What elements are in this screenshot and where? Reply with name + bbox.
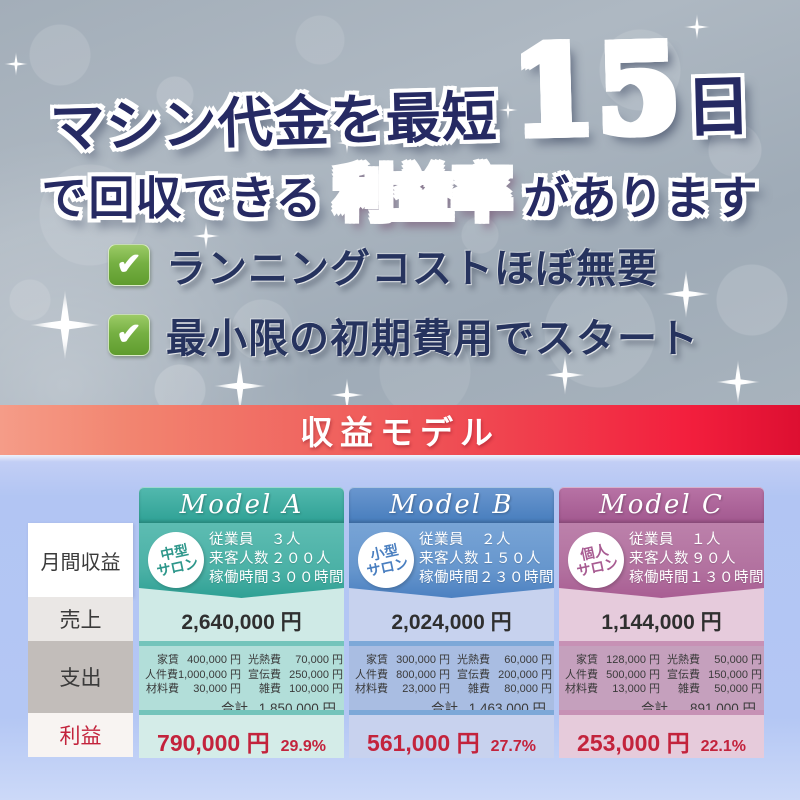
row-divider	[139, 641, 344, 646]
stat-staff: 従業員 ３人	[209, 532, 301, 548]
model-b-column: Model B 小型 サロン 従業員 ２人 来客人数 １５０人 稼働時間 ２３０時間 …	[349, 487, 554, 758]
expense-line: 家賃 300,000 円	[366, 654, 450, 666]
model-c-column: Model C 個人 サロン 従業員 １人 来客人数 ９０人 稼働時間 １３０時間 1…	[559, 487, 764, 758]
salon-type-badge: 個人 サロン	[562, 526, 630, 594]
model-name: Model C	[599, 490, 724, 520]
profit-rate: 22.1%	[700, 738, 746, 755]
headline-line2: で回収できる 利益率 があります	[0, 146, 800, 231]
expense-line: 人件費 1,000,000 円	[145, 668, 241, 681]
stat-visitors: 来客人数 １５０人	[419, 551, 541, 567]
profit-cell: 253,000 円 22.1%	[559, 715, 764, 758]
salon-type-badge: 小型 サロン	[352, 526, 420, 594]
model-name: Model A	[179, 490, 304, 520]
monthly-income-cell: 小型 サロン 従業員 ２人 来客人数 １５０人 稼働時間 ２３０時間	[349, 523, 554, 600]
sales-cell: 1,144,000 円	[559, 600, 764, 641]
expense-line: 光熱費 50,000 円	[667, 654, 762, 666]
check-glyph: ✔	[116, 248, 142, 281]
model-a-header: Model A	[139, 487, 344, 523]
sparkle-icon	[30, 290, 100, 360]
stat-hours: 稼働時間 ２３０時間	[419, 570, 554, 586]
row-divider	[559, 710, 764, 715]
expense-line: 家賃 128,000 円	[576, 654, 660, 666]
row-label-sales: 売上	[28, 597, 133, 641]
expense-grid: 家賃 400,000 円 人件費 1,000,000 円 材料費 30,000 円 光…	[145, 651, 343, 695]
expense-line: 材料費 13,000 円	[565, 683, 660, 695]
profit-amount: 253,000 円	[577, 730, 690, 756]
row-label-monthly-income: 月間収益	[28, 523, 133, 597]
stat-visitors: 来客人数 ２００人	[209, 551, 331, 567]
row-divider	[349, 710, 554, 715]
salon-type-badge: 中型 サロン	[142, 526, 210, 594]
revenue-table: 月間収益 売上 支出 利益 Model A 中型 サロン 従業員 ３人 来	[28, 487, 768, 758]
stat-staff: 従業員 １人	[629, 532, 721, 548]
expense-line: 家賃 400,000 円	[157, 654, 241, 666]
wave-divider	[349, 588, 554, 600]
sales-cell: 2,024,000 円	[349, 600, 554, 641]
stat-hours: 稼働時間 ３００時間	[209, 570, 344, 586]
model-name: Model B	[389, 490, 514, 520]
wave-divider	[559, 588, 764, 600]
banner-title: 収益モデル	[300, 413, 500, 452]
stat-hours: 稼働時間 １３０時間	[629, 570, 764, 586]
stat-staff: 従業員 ２人	[419, 532, 511, 548]
sparkle-icon	[716, 360, 760, 404]
profit-cell: 790,000 円 29.9%	[139, 715, 344, 758]
headline-big-number: 15	[509, 15, 683, 165]
monthly-income-cell: 個人 サロン 従業員 １人 来客人数 ９０人 稼働時間 １３０時間	[559, 523, 764, 600]
stat-visitors: 来客人数 ９０人	[629, 551, 736, 567]
expenses-cell: 家賃 400,000 円 人件費 1,000,000 円 材料費 30,000 円 光…	[139, 646, 344, 716]
expenses-cell: 家賃 128,000 円 人件費 500,000 円 材料費 13,000 円 光熱費…	[559, 646, 764, 716]
profit-amount: 790,000 円	[157, 730, 270, 756]
expense-line: 雑費 80,000 円	[468, 683, 552, 695]
hero-section: マシン代金を最短 15 日 で回収できる 利益率 があります ✔ ランニングコス…	[0, 0, 800, 412]
expense-line: 人件費 800,000 円	[355, 668, 450, 681]
row-label-profit: 利益	[28, 713, 133, 757]
checklist-item-initial-cost: ✔ 最小限の初期費用でスタート	[108, 306, 699, 364]
row-label-expenses: 支出	[28, 641, 133, 713]
row-divider	[349, 641, 554, 646]
expense-grid: 家賃 128,000 円 人件費 500,000 円 材料費 13,000 円 光熱費…	[565, 651, 762, 695]
expense-line: 光熱費 70,000 円	[248, 654, 343, 666]
headline-line2-suffix: があります	[523, 171, 759, 225]
profit-rate: 27.7%	[490, 738, 536, 755]
section-banner: 収益モデル	[0, 405, 800, 455]
checklist-label: ランニングコストほぼ無要	[166, 245, 658, 292]
expense-line: 宣伝費 150,000 円	[667, 668, 762, 681]
row-divider	[559, 641, 764, 646]
expense-line: 宣伝費 250,000 円	[248, 668, 343, 681]
model-a-column: Model A 中型 サロン 従業員 ３人 来客人数 ２００人 稼働時間 ３００時間 …	[139, 487, 344, 758]
model-b-header: Model B	[349, 487, 554, 523]
salon-stats: 従業員 １人 来客人数 ９０人 稼働時間 １３０時間	[629, 531, 764, 588]
headline-day-unit: 日	[684, 66, 753, 147]
monthly-income-cell: 中型 サロン 従業員 ３人 来客人数 ２００人 稼働時間 ３００時間	[139, 523, 344, 600]
headline-highlight: 利益率	[335, 146, 512, 231]
model-c-header: Model C	[559, 487, 764, 523]
expense-line: 光熱費 60,000 円	[457, 654, 552, 666]
expense-line: 人件費 500,000 円	[565, 668, 660, 681]
expense-line: 材料費 23,000 円	[355, 683, 450, 695]
profit-amount: 561,000 円	[367, 730, 480, 756]
salon-stats: 従業員 ２人 来客人数 １５０人 稼働時間 ２３０時間	[419, 531, 554, 588]
expense-line: 宣伝費 200,000 円	[457, 668, 552, 681]
expenses-cell: 家賃 300,000 円 人件費 800,000 円 材料費 23,000 円 光熱費…	[349, 646, 554, 716]
check-icon: ✔	[108, 244, 150, 286]
check-glyph: ✔	[116, 318, 142, 351]
profit-rate: 29.9%	[280, 738, 326, 755]
revenue-model-section: 月間収益 売上 支出 利益 Model A 中型 サロン 従業員 ３人 来	[0, 455, 800, 800]
check-icon: ✔	[108, 314, 150, 356]
expense-line: 雑費 100,000 円	[259, 683, 343, 695]
expense-line: 雑費 50,000 円	[678, 683, 762, 695]
wave-divider	[139, 588, 344, 600]
salon-stats: 従業員 ３人 来客人数 ２００人 稼働時間 ３００時間	[209, 531, 344, 588]
expense-grid: 家賃 300,000 円 人件費 800,000 円 材料費 23,000 円 光熱費…	[355, 651, 552, 695]
profit-cell: 561,000 円 27.7%	[349, 715, 554, 758]
row-divider	[139, 710, 344, 715]
checklist-label: 最小限の初期費用でスタート	[166, 315, 699, 362]
expense-line: 材料費 30,000 円	[146, 683, 241, 695]
checklist-item-running-cost: ✔ ランニングコストほぼ無要	[108, 236, 658, 294]
headline-line2-prefix: で回収できる	[41, 171, 323, 225]
sales-cell: 2,640,000 円	[139, 600, 344, 641]
